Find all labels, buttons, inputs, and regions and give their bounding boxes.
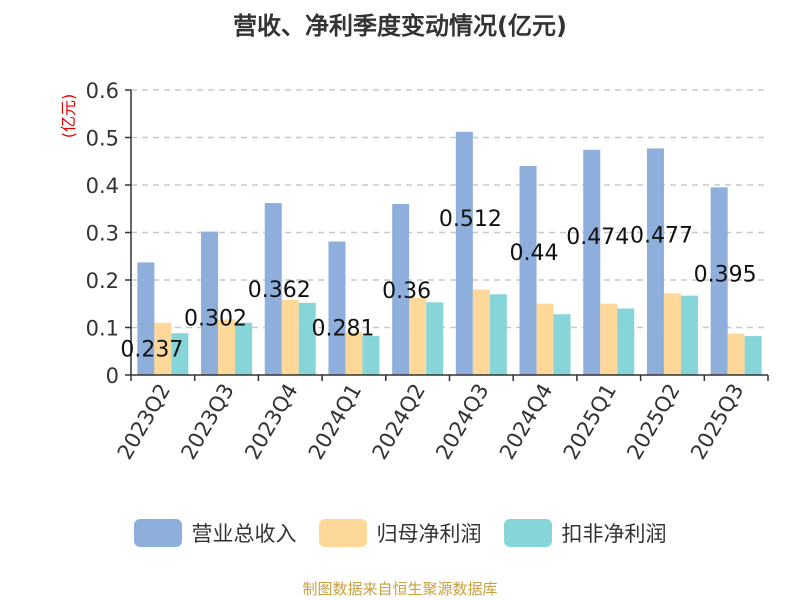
bar-net-profit bbox=[663, 293, 681, 375]
bar-revenue bbox=[583, 149, 601, 375]
bar-deducted-net-profit bbox=[171, 333, 189, 375]
legend-swatch bbox=[133, 519, 182, 547]
bar-deducted-net-profit bbox=[617, 308, 635, 375]
y-tick-label: 0.5 bbox=[86, 127, 119, 151]
chart-legend: 营业总收入 归母净利润 扣非净利润 bbox=[0, 518, 800, 548]
x-tick-label: 2025Q2 bbox=[622, 380, 684, 464]
x-tick-label: 2023Q3 bbox=[176, 380, 238, 464]
data-label: 0.281 bbox=[311, 317, 374, 342]
bar-revenue bbox=[137, 262, 155, 375]
bar-net-profit bbox=[600, 303, 618, 375]
bar-revenue bbox=[328, 241, 346, 375]
bar-deducted-net-profit bbox=[298, 302, 316, 375]
bars-layer bbox=[137, 131, 762, 375]
x-tick-label: 2024Q3 bbox=[431, 380, 493, 464]
bar-net-profit bbox=[536, 303, 554, 375]
bar-net-profit bbox=[345, 332, 363, 375]
bar-net-profit bbox=[409, 297, 427, 375]
legend-swatch bbox=[318, 519, 367, 547]
bar-deducted-net-profit bbox=[744, 336, 762, 375]
data-label: 0.237 bbox=[120, 337, 183, 362]
bar-net-profit bbox=[281, 299, 299, 375]
legend-item[interactable]: 归母净利润 bbox=[318, 518, 482, 548]
bar-net-profit bbox=[727, 333, 745, 375]
x-tick-label: 2025Q3 bbox=[686, 380, 748, 464]
legend-label: 营业总收入 bbox=[191, 522, 297, 546]
legend-item[interactable]: 扣非净利润 bbox=[503, 518, 667, 548]
data-label: 0.477 bbox=[630, 223, 693, 248]
bar-revenue bbox=[710, 187, 728, 375]
bar-revenue bbox=[455, 131, 473, 375]
data-source-note: 制图数据来自恒生聚源数据库 bbox=[302, 580, 498, 598]
y-axis-label: (亿元) bbox=[59, 94, 78, 139]
bar-revenue bbox=[201, 231, 219, 375]
bar-deducted-net-profit bbox=[426, 302, 444, 375]
y-tick-label: 0.3 bbox=[86, 222, 119, 246]
bar-net-profit bbox=[472, 289, 490, 375]
bar-deducted-net-profit bbox=[235, 322, 253, 375]
y-tick-label: 0.2 bbox=[86, 269, 119, 293]
y-tick-label: 0.6 bbox=[86, 79, 119, 103]
data-label: 0.36 bbox=[382, 279, 431, 304]
x-tick-label: 2023Q4 bbox=[240, 380, 302, 464]
chart-title: 营收、净利季度变动情况(亿元) bbox=[233, 12, 567, 40]
x-tick-label: 2024Q1 bbox=[304, 380, 366, 464]
data-label: 0.395 bbox=[694, 262, 757, 287]
bar-revenue bbox=[392, 204, 410, 375]
data-label: 0.474 bbox=[566, 225, 629, 250]
bar-net-profit bbox=[154, 322, 172, 375]
bar-deducted-net-profit bbox=[489, 294, 507, 375]
bar-revenue bbox=[646, 148, 664, 375]
bar-deducted-net-profit bbox=[680, 295, 698, 375]
x-tick-label: 2025Q1 bbox=[559, 380, 621, 464]
data-label: 0.512 bbox=[439, 207, 502, 232]
y-tick-label: 0.1 bbox=[86, 317, 119, 341]
legend-label: 归母净利润 bbox=[376, 522, 482, 546]
legend-label: 扣非净利润 bbox=[561, 522, 667, 546]
y-tick-label: 0 bbox=[106, 364, 119, 388]
bar-revenue bbox=[264, 203, 282, 375]
bar-deducted-net-profit bbox=[362, 336, 380, 375]
data-label: 0.44 bbox=[510, 241, 559, 266]
y-tick-label: 0.4 bbox=[86, 174, 119, 198]
x-tick-label: 2024Q2 bbox=[368, 380, 430, 464]
data-label: 0.302 bbox=[184, 307, 247, 332]
bar-deducted-net-profit bbox=[553, 314, 571, 375]
x-tick-label: 2024Q4 bbox=[495, 380, 557, 464]
legend-swatch bbox=[503, 519, 552, 547]
bar-revenue bbox=[519, 166, 537, 375]
legend-item[interactable]: 营业总收入 bbox=[133, 518, 297, 548]
x-tick-label: 2023Q2 bbox=[113, 380, 175, 464]
bar-net-profit bbox=[218, 319, 236, 375]
data-label: 0.362 bbox=[248, 278, 311, 303]
